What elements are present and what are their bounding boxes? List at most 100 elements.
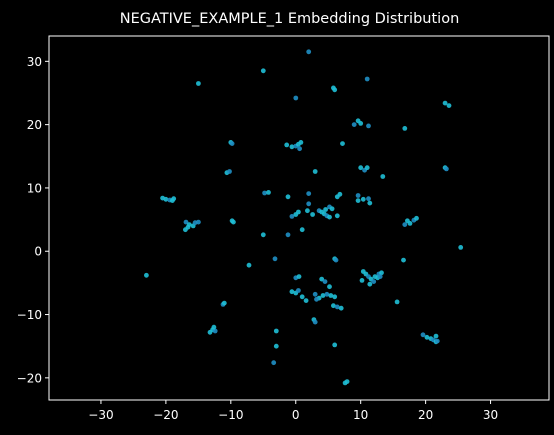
data-point bbox=[183, 227, 188, 233]
data-point bbox=[327, 284, 332, 290]
x-tick-label: 20 bbox=[418, 408, 433, 422]
data-point bbox=[312, 291, 318, 297]
data-point bbox=[355, 193, 361, 198]
data-point bbox=[327, 214, 332, 220]
data-point bbox=[414, 215, 419, 221]
data-point bbox=[293, 95, 299, 101]
data-point bbox=[331, 303, 336, 309]
data-point bbox=[359, 278, 365, 283]
data-point bbox=[144, 272, 149, 278]
data-point bbox=[458, 245, 464, 250]
data-point bbox=[297, 146, 302, 152]
x-tick-label: −20 bbox=[153, 408, 178, 422]
data-point bbox=[344, 379, 350, 384]
data-point bbox=[183, 219, 189, 225]
data-point bbox=[371, 279, 377, 284]
data-point bbox=[272, 256, 278, 262]
data-point bbox=[364, 165, 370, 171]
y-tick-label: 10 bbox=[27, 181, 42, 195]
data-point bbox=[340, 141, 345, 147]
data-point bbox=[367, 200, 373, 206]
data-point bbox=[273, 343, 279, 349]
data-point bbox=[332, 294, 338, 300]
data-point bbox=[434, 338, 440, 344]
x-tick-label: 10 bbox=[353, 408, 368, 422]
data-point bbox=[170, 198, 175, 204]
data-point bbox=[246, 262, 252, 268]
data-point bbox=[364, 76, 370, 82]
x-axis-ticks: −30 −20 −10 0 10 20 30 bbox=[88, 400, 498, 422]
data-point bbox=[305, 208, 310, 214]
data-point bbox=[351, 122, 357, 127]
data-point bbox=[424, 334, 430, 340]
y-axis-ticks: −20 −10 0 10 20 30 bbox=[17, 55, 49, 385]
data-point bbox=[366, 123, 371, 129]
data-point bbox=[402, 222, 408, 228]
data-point bbox=[289, 144, 295, 150]
data-point bbox=[260, 232, 266, 238]
data-point bbox=[377, 274, 383, 279]
data-point bbox=[211, 324, 217, 330]
data-point bbox=[367, 281, 373, 287]
data-point bbox=[332, 87, 338, 93]
data-point bbox=[320, 293, 326, 298]
data-point bbox=[306, 49, 312, 55]
data-point bbox=[289, 214, 295, 219]
data-point bbox=[163, 196, 169, 202]
x-tick-label: −30 bbox=[88, 408, 113, 422]
data-point bbox=[196, 81, 201, 86]
data-point bbox=[196, 219, 201, 225]
data-point bbox=[231, 219, 236, 225]
data-point bbox=[379, 270, 384, 276]
data-point bbox=[296, 288, 301, 293]
data-point bbox=[319, 276, 325, 282]
y-tick-label: 20 bbox=[27, 118, 42, 132]
data-point bbox=[334, 213, 340, 219]
data-point bbox=[299, 227, 305, 233]
y-tick-label: 0 bbox=[34, 245, 42, 259]
data-point bbox=[366, 196, 371, 202]
data-point bbox=[358, 165, 364, 171]
data-point bbox=[329, 206, 335, 212]
data-point bbox=[312, 319, 318, 325]
data-point bbox=[262, 190, 267, 196]
data-point bbox=[420, 332, 426, 338]
x-tick-label: 0 bbox=[292, 408, 300, 422]
data-point bbox=[312, 169, 318, 174]
data-point bbox=[284, 142, 290, 148]
data-point bbox=[296, 209, 301, 215]
data-point bbox=[303, 298, 309, 303]
data-point bbox=[355, 198, 361, 204]
x-tick-label: −10 bbox=[218, 408, 243, 422]
data-point bbox=[310, 212, 315, 217]
data-point bbox=[285, 232, 291, 238]
data-point bbox=[323, 207, 328, 212]
data-point bbox=[433, 333, 439, 339]
data-point bbox=[298, 140, 304, 145]
data-point bbox=[360, 196, 366, 202]
data-point bbox=[401, 257, 406, 263]
data-point bbox=[337, 191, 343, 197]
data-point bbox=[444, 166, 449, 172]
data-point bbox=[306, 191, 312, 197]
x-tick-label: 30 bbox=[483, 408, 498, 422]
y-tick-label: 30 bbox=[27, 55, 42, 69]
y-tick-label: −20 bbox=[17, 371, 42, 385]
points-layer bbox=[144, 49, 464, 386]
data-point bbox=[332, 342, 338, 348]
axes-frame bbox=[48, 35, 550, 401]
data-point bbox=[227, 169, 232, 174]
data-point bbox=[394, 299, 400, 305]
data-point bbox=[442, 100, 448, 106]
data-point bbox=[260, 68, 266, 74]
data-point bbox=[324, 291, 330, 297]
data-point bbox=[407, 221, 413, 226]
data-point bbox=[358, 121, 364, 126]
data-point bbox=[402, 125, 408, 131]
y-tick-label: −10 bbox=[17, 308, 42, 322]
data-point bbox=[273, 328, 279, 334]
data-point bbox=[229, 141, 235, 147]
chart-title: NEGATIVE_EXAMPLE_1 Embedding Distributio… bbox=[120, 11, 460, 27]
